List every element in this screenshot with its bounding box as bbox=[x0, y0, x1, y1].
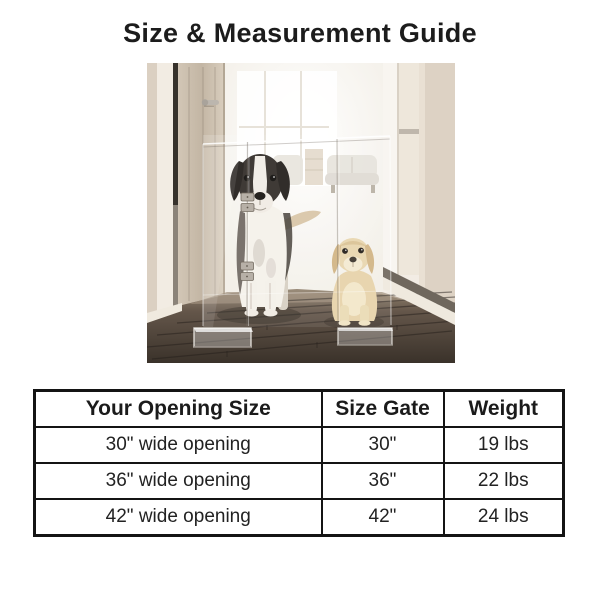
col-header-weight: Weight bbox=[442, 389, 565, 428]
gate-foot-left bbox=[193, 327, 253, 348]
puppy bbox=[331, 238, 378, 326]
gate-hinges bbox=[240, 192, 255, 281]
gate-foot-right bbox=[337, 327, 393, 346]
puppy-ear-left bbox=[331, 244, 341, 274]
cell-weight: 19 lbs bbox=[442, 426, 565, 464]
table-header-row: Your Opening Size Size Gate Weight bbox=[33, 389, 565, 428]
clear-pet-gate bbox=[193, 135, 393, 348]
col-header-size-gate: Size Gate bbox=[320, 389, 445, 428]
cell-gate-size: 42" bbox=[320, 498, 445, 537]
page-title: Size & Measurement Guide bbox=[123, 18, 477, 48]
cell-opening-size: 42" wide opening bbox=[33, 498, 323, 537]
hinge-screws bbox=[246, 196, 249, 278]
col-header-opening-size: Your Opening Size bbox=[33, 389, 323, 428]
table-row: 42" wide opening 42" 24 lbs bbox=[33, 498, 565, 537]
large-dog-nose bbox=[254, 192, 266, 200]
cell-gate-size: 30" bbox=[320, 426, 445, 464]
cell-opening-size: 30" wide opening bbox=[33, 426, 323, 464]
large-dog-shadow bbox=[217, 306, 301, 324]
cell-weight: 24 lbs bbox=[442, 498, 565, 537]
cell-weight: 22 lbs bbox=[442, 462, 565, 500]
size-table: Your Opening Size Size Gate Weight 30" w… bbox=[33, 389, 565, 537]
puppy-nose bbox=[349, 256, 357, 263]
large-dog-ear-right bbox=[276, 161, 290, 201]
hallway-photo bbox=[147, 63, 455, 363]
right-wall bbox=[383, 63, 455, 303]
left-wall bbox=[147, 63, 178, 321]
hallway-photo-illustration bbox=[147, 63, 455, 363]
large-dog-ear-left bbox=[230, 161, 244, 201]
cell-opening-size: 36" wide opening bbox=[33, 462, 323, 500]
baseboards bbox=[147, 267, 455, 325]
table-row: 36" wide opening 36" 22 lbs bbox=[33, 462, 565, 500]
puppy-ear-right bbox=[365, 244, 375, 274]
door-handle bbox=[201, 99, 219, 107]
cell-gate-size: 36" bbox=[320, 462, 445, 500]
table-row: 30" wide opening 30" 19 lbs bbox=[33, 426, 565, 464]
